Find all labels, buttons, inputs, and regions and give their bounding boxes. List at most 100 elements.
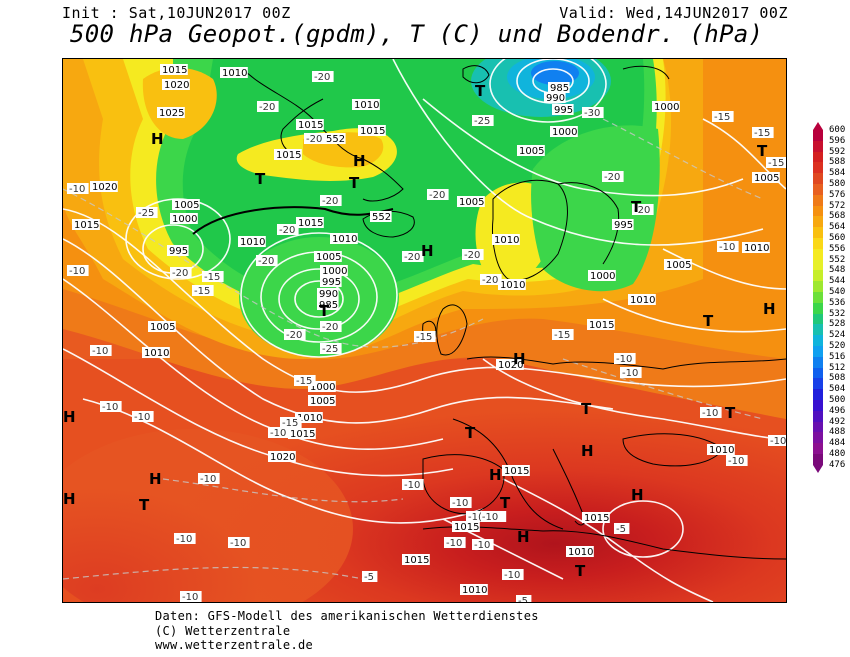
pressure-label: 995	[167, 245, 189, 257]
init-time-label: Init : Sat,10JUN2017 00Z	[62, 4, 291, 22]
pressure-label-text: 1005	[459, 197, 484, 208]
legend-level-label: 560	[829, 233, 846, 243]
temperature-label-text: -10	[134, 412, 150, 423]
pressure-label: 1015	[160, 64, 188, 76]
footer-url[interactable]: www.wetterzentrale.de	[155, 638, 314, 652]
temperature-label: -10	[198, 473, 220, 485]
temperature-label-text: -10	[452, 498, 468, 509]
weather-map: 1015 1020 1010 1025 1020 1015 1005 1000 995 1010 1…	[62, 58, 787, 603]
pressure-label-text: 552	[326, 134, 345, 145]
temperature-label: -20	[256, 255, 278, 267]
temperature-label-text: -15	[554, 330, 570, 341]
pressure-label: 1015	[274, 149, 302, 161]
pressure-label-text: 1020	[92, 182, 117, 193]
pressure-label-text: 1005	[754, 173, 779, 184]
temperature-label: -10	[402, 479, 424, 491]
legend-color-swatch	[813, 313, 823, 325]
temperature-label-text: -10	[182, 592, 198, 602]
temperature-label: -15	[752, 127, 774, 139]
temperature-label: -10	[100, 401, 122, 413]
temperature-label-text: -10	[474, 540, 490, 551]
temperature-label: -15	[202, 271, 224, 283]
valid-time-label: Valid: Wed,14JUN2017 00Z	[559, 4, 788, 22]
legend-level-label: 584	[829, 168, 846, 179]
legend-level-label: 528	[829, 319, 846, 330]
legend-arrow-down-icon	[813, 464, 823, 473]
legend-level-label: 564	[829, 222, 846, 233]
temperature-label: -20	[602, 171, 624, 183]
pressure-label: 1010	[628, 294, 656, 306]
legend-level-label: 552	[829, 254, 846, 265]
temperature-label-text: -20	[314, 72, 330, 83]
pressure-label: 1010	[498, 279, 526, 291]
temperature-label-text: -20	[404, 252, 420, 263]
pressure-label: 1015	[296, 217, 324, 229]
pressure-label: 1010	[295, 412, 323, 424]
high-pressure-marker: H	[63, 408, 76, 426]
legend-color-swatch	[813, 205, 823, 217]
high-pressure-marker: H	[581, 442, 594, 460]
legend-level-label: 548	[829, 265, 846, 276]
legend-level-label: 480	[829, 449, 846, 459]
temperature-label-text: -20	[482, 275, 498, 286]
temperature-label: -20	[304, 133, 326, 145]
pressure-label: 1005	[664, 259, 692, 271]
pressure-label: 1015	[296, 119, 324, 131]
temperature-label-text: -15	[768, 158, 784, 169]
temperature-label: -20	[320, 195, 342, 207]
pressure-label: 1010	[238, 236, 266, 248]
legend-color-swatch	[813, 346, 823, 358]
pressure-label-text: 1010	[568, 547, 593, 558]
legend-level-label: 592	[829, 146, 846, 157]
temperature-label: -15	[766, 157, 786, 169]
pressure-label-text: 1010	[630, 295, 655, 306]
pressure-label: 1000	[652, 101, 680, 113]
pressure-label: 1015	[72, 219, 100, 231]
legend-color-swatch	[813, 324, 823, 336]
temperature-label: -10	[132, 411, 154, 423]
pressure-label: 990	[544, 92, 566, 104]
pressure-label: 1005	[148, 321, 176, 333]
high-pressure-marker: H	[517, 528, 530, 546]
temperature-label: -20	[480, 274, 502, 286]
legend-color-swatch	[813, 227, 823, 239]
pressure-label: 1010	[707, 444, 735, 456]
temperature-label: -20	[427, 189, 449, 201]
legend-color-swatch	[813, 140, 823, 153]
legend-color-swatch	[813, 248, 823, 261]
pressure-label-text: 1020	[270, 452, 295, 463]
temperature-label-text: -10	[102, 402, 118, 413]
legend-color-swatch	[813, 281, 823, 293]
temperature-label-text: -10	[702, 408, 718, 419]
temperature-label: -20	[632, 204, 654, 216]
pressure-label-text: 1015	[504, 466, 529, 477]
temperature-label-text: -30	[584, 108, 600, 119]
temperature-label-text: -15	[194, 286, 210, 297]
low-pressure-marker: T	[757, 142, 768, 160]
pressure-label: 1010	[352, 99, 380, 111]
legend-level-label: 508	[829, 373, 846, 384]
temperature-label: -15	[294, 375, 316, 387]
pressure-label: 1000	[170, 213, 198, 225]
temperature-label-text: -20	[322, 322, 338, 333]
temperature-label: -10	[614, 353, 636, 365]
temperature-label: -10	[472, 539, 494, 551]
temperature-label: -10	[174, 533, 196, 545]
pressure-label: 995	[612, 219, 634, 231]
temperature-label: -10	[450, 497, 472, 509]
temperature-label-text: -25	[138, 208, 154, 219]
temperature-label: -10	[67, 265, 89, 277]
temperature-label: -25	[472, 115, 494, 127]
pressure-label: 1000	[588, 270, 616, 282]
legend-level-label: 588	[829, 157, 846, 168]
legend-color-swatch	[813, 292, 823, 304]
temperature-label: -10	[502, 569, 524, 581]
temperature-label-text: -10	[230, 538, 246, 549]
pressure-label: 1010	[220, 67, 248, 79]
temperature-label-text: -15	[714, 112, 730, 123]
pressure-label-text: 995	[614, 220, 633, 231]
temperature-label: -10	[700, 407, 722, 419]
high-pressure-marker: H	[63, 490, 76, 508]
temperature-label-text: -5	[364, 572, 374, 583]
high-pressure-marker: H	[489, 466, 502, 484]
